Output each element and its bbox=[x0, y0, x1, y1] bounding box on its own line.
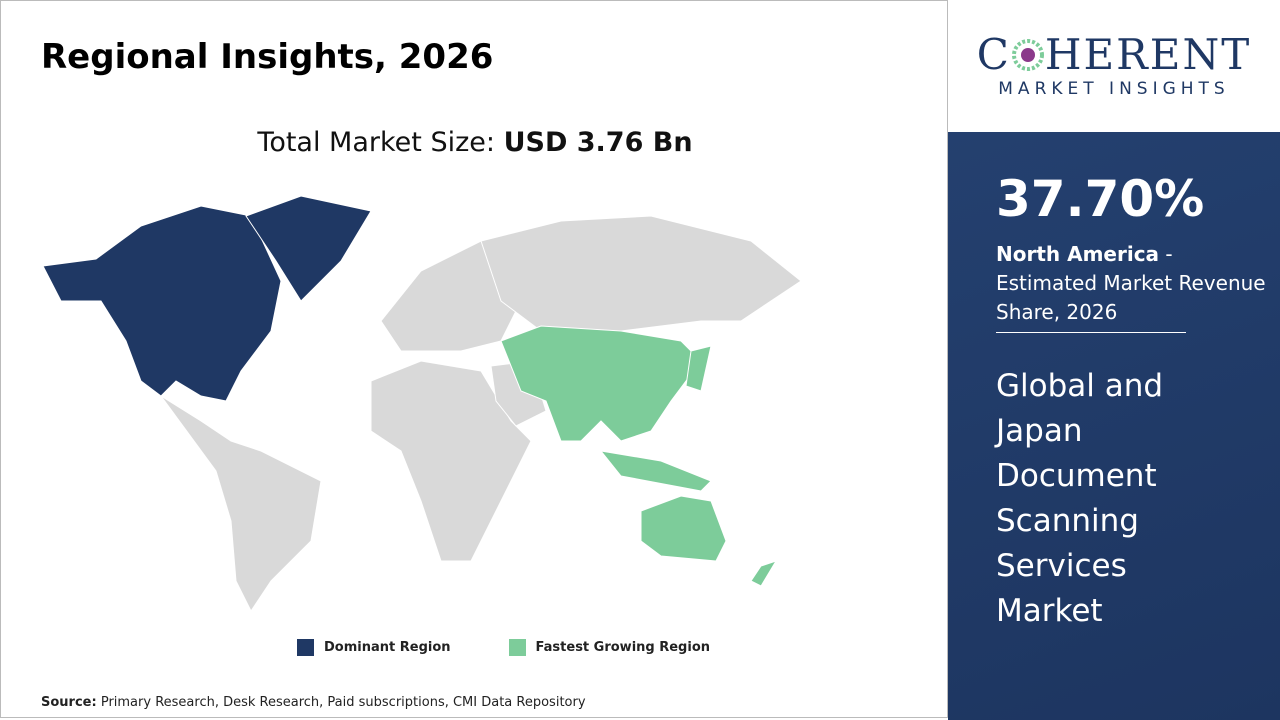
share: 37.70% bbox=[996, 170, 1205, 228]
africa bbox=[370, 360, 532, 562]
market-size-value: USD 3.76 Bn bbox=[503, 127, 693, 158]
world-map bbox=[42, 195, 802, 612]
north-america bbox=[42, 205, 282, 402]
logo-first: C bbox=[976, 30, 1011, 79]
divider bbox=[996, 332, 1186, 333]
map-panel: Regional Insights, 2026 Total Market Siz… bbox=[0, 0, 948, 718]
legend-label: Dominant Region bbox=[324, 640, 451, 655]
logo: C HERENT MARKET INSIGHTS bbox=[948, 0, 1280, 132]
australia bbox=[640, 495, 727, 562]
title: Regional Insights, 2026 bbox=[41, 37, 494, 77]
market-size: Total Market Size: USD 3.76 Bn bbox=[1, 127, 949, 158]
share-description: North America - Estimated Market Revenue… bbox=[996, 240, 1266, 327]
legend-item: Dominant Region bbox=[297, 639, 451, 656]
logo-rest: HERENT bbox=[1044, 30, 1252, 79]
legend: Dominant Region Fastest Growing Region bbox=[297, 639, 710, 656]
source: Source: Primary Research, Desk Research,… bbox=[41, 695, 586, 710]
logo-name: C HERENT bbox=[948, 30, 1280, 79]
sidebar: 37.70% North America - Estimated Market … bbox=[948, 132, 1280, 720]
south-america bbox=[160, 395, 322, 612]
legend-label: Fastest Growing Region bbox=[535, 640, 711, 655]
legend-item: Fastest Growing Region bbox=[508, 639, 711, 656]
japan bbox=[685, 345, 712, 392]
asia bbox=[500, 325, 702, 442]
logo-tagline: MARKET INSIGHTS bbox=[998, 79, 1230, 99]
source-label: Source: bbox=[41, 695, 97, 710]
legend-swatch bbox=[297, 639, 314, 656]
market-name: Global and Japan Document Scanning Servi… bbox=[996, 368, 1164, 629]
southeast-asia bbox=[599, 450, 712, 492]
new-zealand bbox=[750, 560, 778, 587]
russia bbox=[480, 215, 802, 332]
market-size-label: Total Market Size: bbox=[257, 127, 495, 158]
legend-swatch bbox=[508, 639, 526, 656]
region: North America bbox=[996, 242, 1160, 266]
source-text: Primary Research, Desk Research, Paid su… bbox=[100, 695, 586, 710]
description: - Estimated Market Revenue Share, 2026 bbox=[996, 242, 1266, 324]
logo-globe bbox=[1011, 39, 1044, 71]
greenland bbox=[245, 195, 372, 302]
